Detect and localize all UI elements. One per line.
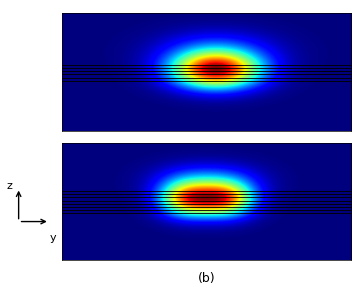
Text: y: y bbox=[49, 233, 56, 243]
Text: z: z bbox=[6, 181, 12, 191]
Text: (b): (b) bbox=[198, 272, 215, 285]
Text: (a): (a) bbox=[198, 143, 215, 156]
